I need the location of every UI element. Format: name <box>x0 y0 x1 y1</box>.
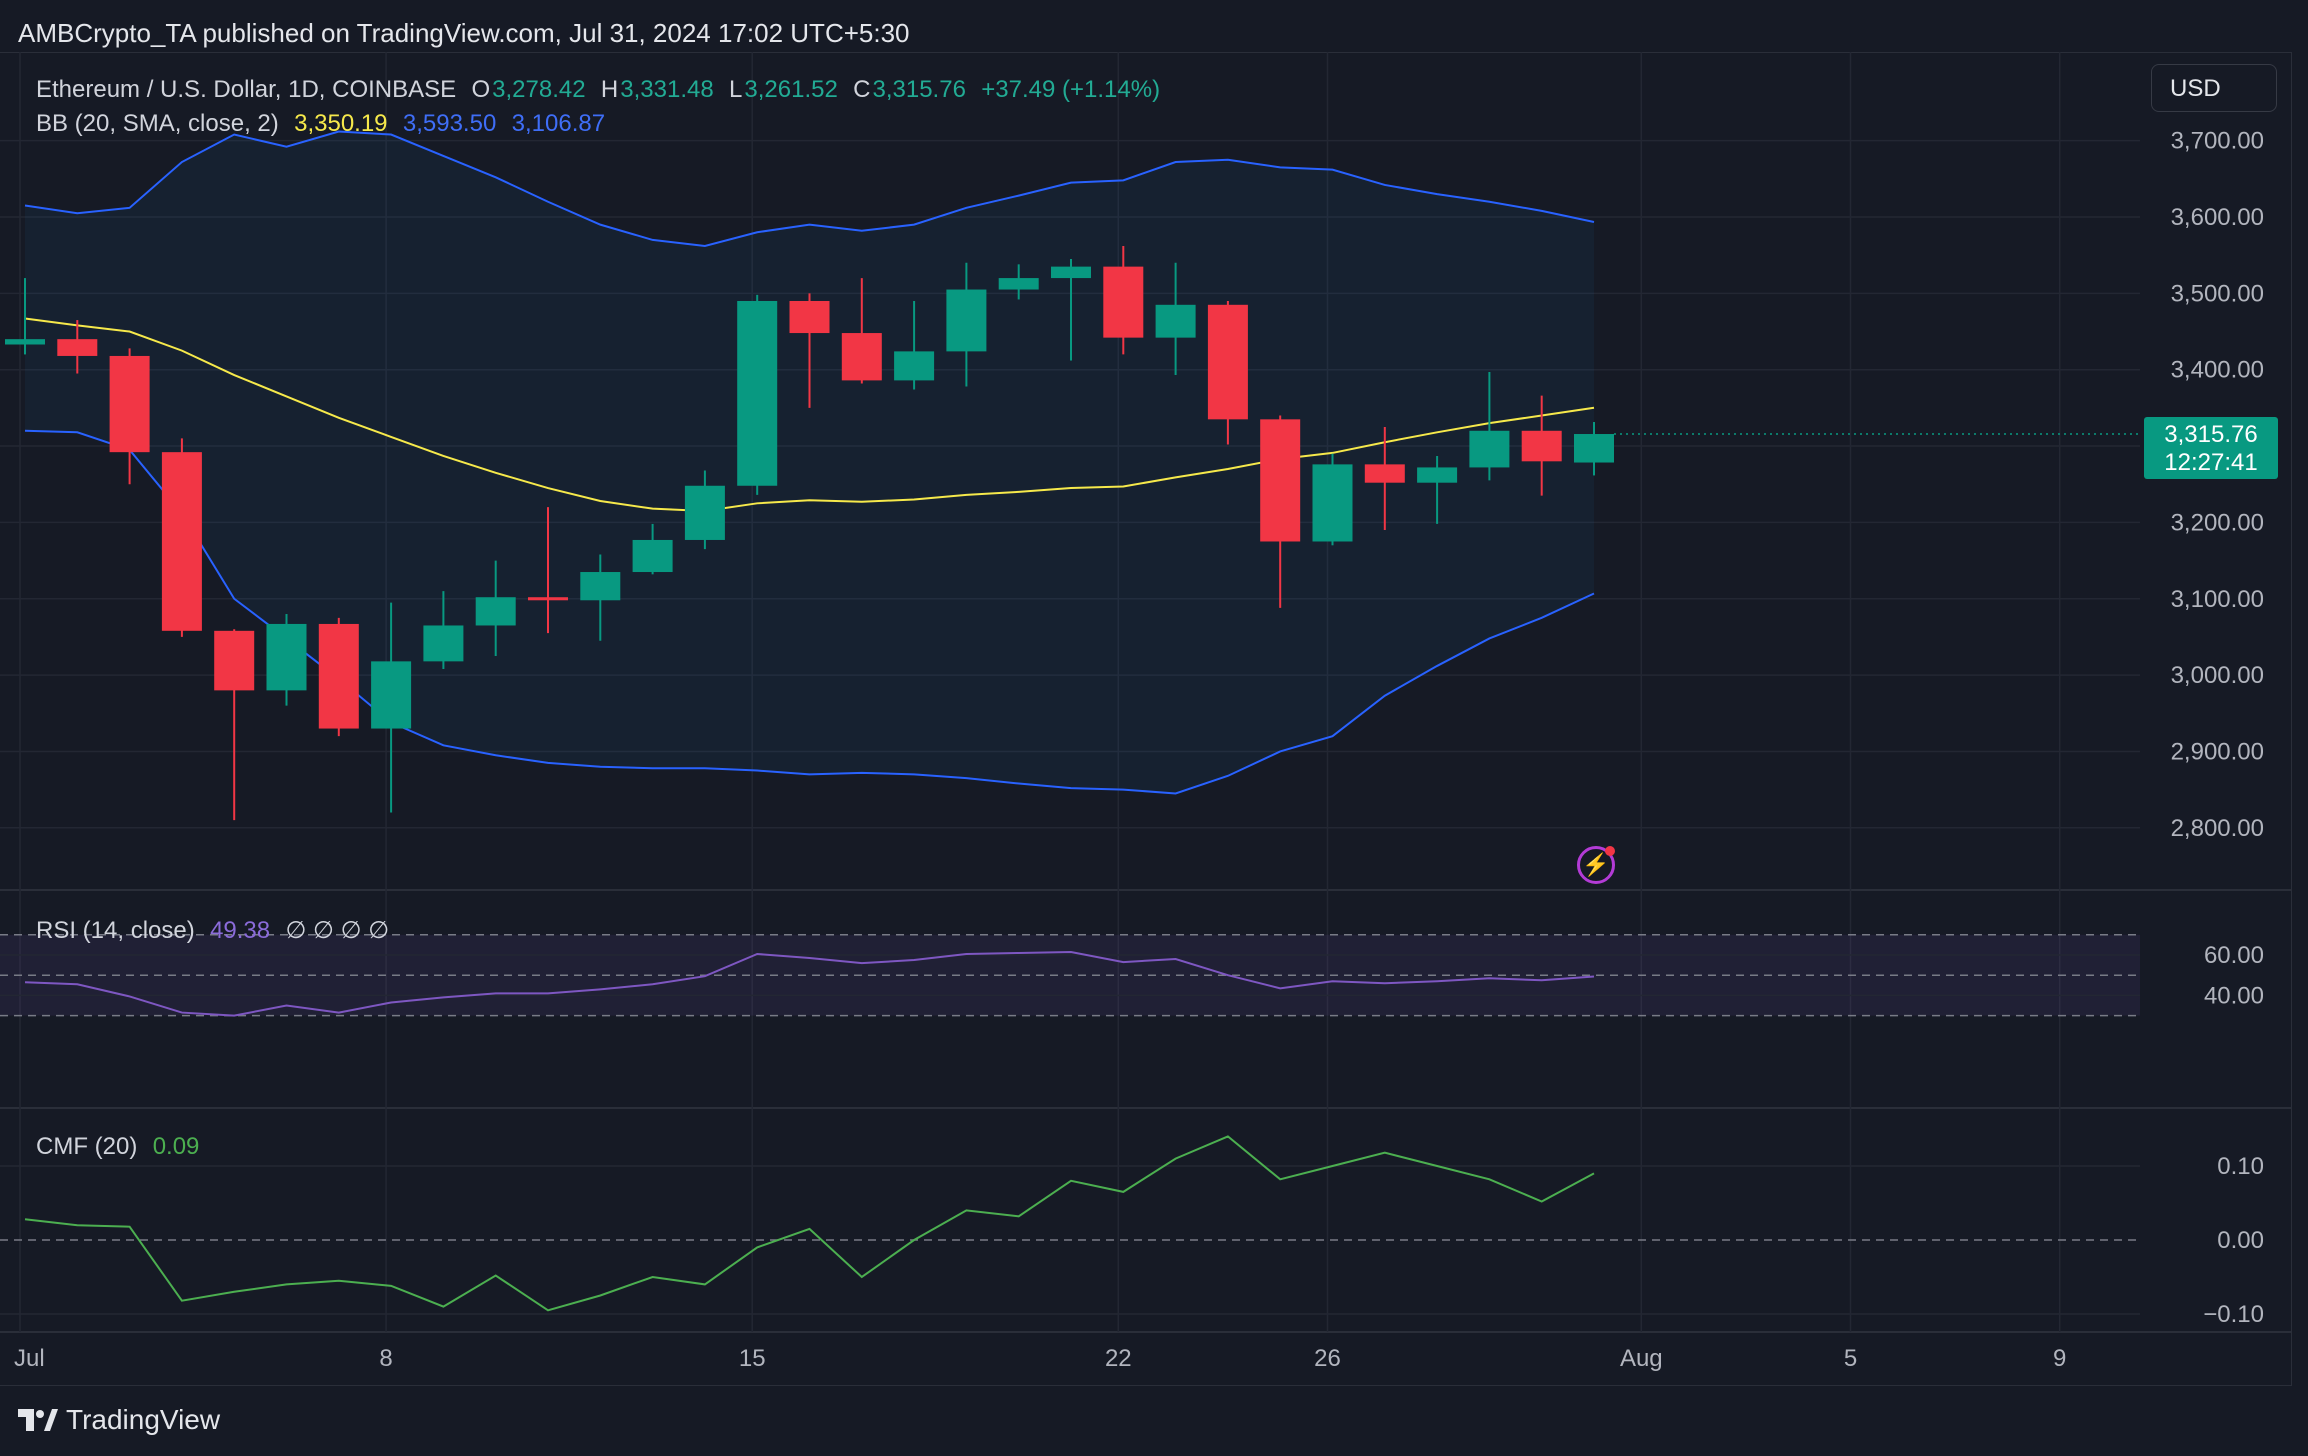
candle-body <box>475 597 516 626</box>
candle-body <box>1521 430 1562 462</box>
rsi-label[interactable]: RSI (14, close) <box>36 917 195 944</box>
candle-body <box>1051 266 1091 279</box>
y-tick-label: 3,200.00 <box>2171 509 2264 536</box>
candle-body <box>1469 430 1510 468</box>
candle-body <box>371 661 412 729</box>
candle-body <box>161 452 202 631</box>
brand-name: TradingView <box>66 1404 221 1435</box>
candle-body <box>1574 434 1614 463</box>
candle-body <box>109 355 150 453</box>
last-price: 3,315.76 <box>2164 421 2258 448</box>
candle-body <box>1155 304 1196 338</box>
candle-body <box>789 300 830 334</box>
candle-body <box>57 339 98 356</box>
currency-button[interactable]: USD <box>2151 64 2277 112</box>
y-tick-label: 2,900.00 <box>2171 738 2264 765</box>
x-tick-label: 26 <box>1314 1345 1341 1372</box>
x-tick-label: Jul <box>14 1345 45 1372</box>
candle-body <box>946 289 987 352</box>
symbol-title[interactable]: Ethereum / U.S. Dollar, 1D, COINBASE <box>36 76 457 103</box>
y-tick-label: 3,500.00 <box>2171 280 2264 307</box>
candle-body <box>214 630 255 691</box>
close-label: C <box>853 76 871 103</box>
y-tick-label: 3,400.00 <box>2171 357 2264 384</box>
candle-body <box>5 339 45 345</box>
candle-body <box>1207 304 1248 420</box>
x-tick-label: 22 <box>1105 1345 1132 1372</box>
bb-upper-line <box>24 130 1595 248</box>
cmf-legend: CMF (20) 0.09 <box>36 1133 201 1161</box>
cmf-tick-label: 0.10 <box>2217 1153 2264 1180</box>
cmf-value: 0.09 <box>152 1133 200 1160</box>
rsi-value: 49.38 <box>210 917 271 944</box>
open-label: O <box>471 76 491 103</box>
price-legend: Ethereum / U.S. Dollar, 1D, COINBASE O3,… <box>36 76 1162 104</box>
low-label: L <box>729 76 743 103</box>
rsi-extra: ∅ ∅ ∅ ∅ <box>285 917 390 944</box>
bb-basis-line <box>24 317 1595 512</box>
candle-body <box>1364 464 1405 483</box>
cmf-tick-label: −0.10 <box>2203 1301 2264 1328</box>
x-tick-label: 15 <box>739 1345 766 1372</box>
x-tick-label: 5 <box>1844 1345 1857 1372</box>
open-value: 3,278.42 <box>492 76 586 103</box>
high-value: 3,331.48 <box>620 76 714 103</box>
cmf-line <box>24 1135 1595 1312</box>
y-tick-label: 3,100.00 <box>2171 586 2264 613</box>
candle-body <box>318 623 359 729</box>
candle-body <box>632 539 673 573</box>
publisher-line: AMBCrypto_TA published on TradingView.co… <box>18 18 910 48</box>
bb-lower-value: 3,106.87 <box>511 110 606 137</box>
candle-body <box>580 572 621 601</box>
rsi-tick-label: 40.00 <box>2204 982 2264 1009</box>
candle-body <box>894 351 935 381</box>
chart-canvas[interactable]: Jul 8 15 22 26 Aug 5 9 3,700.00 3,600.00 3,500.00 3… <box>0 52 2292 1386</box>
notification-dot <box>1605 846 1615 856</box>
bb-label[interactable]: BB (20, SMA, close, 2) <box>36 110 279 137</box>
candle-body <box>1260 419 1301 542</box>
candle-body <box>998 278 1039 290</box>
rsi-tick-label: 60.00 <box>2204 942 2264 969</box>
tradingview-logo[interactable]: TradingView <box>18 1404 220 1436</box>
low-value: 3,261.52 <box>744 76 838 103</box>
candle-body <box>266 623 307 691</box>
tradingview-logo-icon <box>18 1409 58 1431</box>
high-label: H <box>600 76 619 103</box>
candle-body <box>1312 464 1353 542</box>
lightning-icon[interactable]: ⚡ <box>1577 846 1615 884</box>
candle-body <box>684 485 725 540</box>
cmf-tick-label: 0.00 <box>2217 1227 2264 1254</box>
cmf-label[interactable]: CMF (20) <box>36 1133 138 1160</box>
bb-upper-value: 3,593.50 <box>402 110 497 137</box>
bar-countdown: 12:27:41 <box>2164 449 2258 476</box>
candle-body <box>1417 467 1458 483</box>
candle-body <box>528 597 568 601</box>
x-tick-label: 9 <box>2053 1345 2066 1372</box>
last-price-tag: 3,315.76 12:27:41 <box>2144 417 2278 479</box>
x-tick-label: 8 <box>379 1345 392 1372</box>
bb-basis-value: 3,350.19 <box>294 110 388 137</box>
candle-body <box>1103 266 1144 338</box>
change-value: +37.49 (+1.14%) <box>981 76 1161 103</box>
candle-body <box>841 333 882 381</box>
candle-body <box>423 625 464 662</box>
bb-legend: BB (20, SMA, close, 2) 3,350.19 3,593.50… <box>36 110 607 138</box>
rsi-legend: RSI (14, close) 49.38 ∅ ∅ ∅ ∅ <box>36 916 391 945</box>
rsi-line <box>24 950 1595 1017</box>
y-tick-label: 3,600.00 <box>2171 204 2264 231</box>
close-value: 3,315.76 <box>872 76 966 103</box>
bb-fill <box>25 131 1594 794</box>
candle-body <box>737 300 778 486</box>
y-tick-label: 3,000.00 <box>2171 662 2264 689</box>
x-tick-label: Aug <box>1620 1345 1663 1372</box>
y-tick-label: 2,800.00 <box>2171 815 2264 842</box>
y-tick-label: 3,700.00 <box>2171 128 2264 155</box>
